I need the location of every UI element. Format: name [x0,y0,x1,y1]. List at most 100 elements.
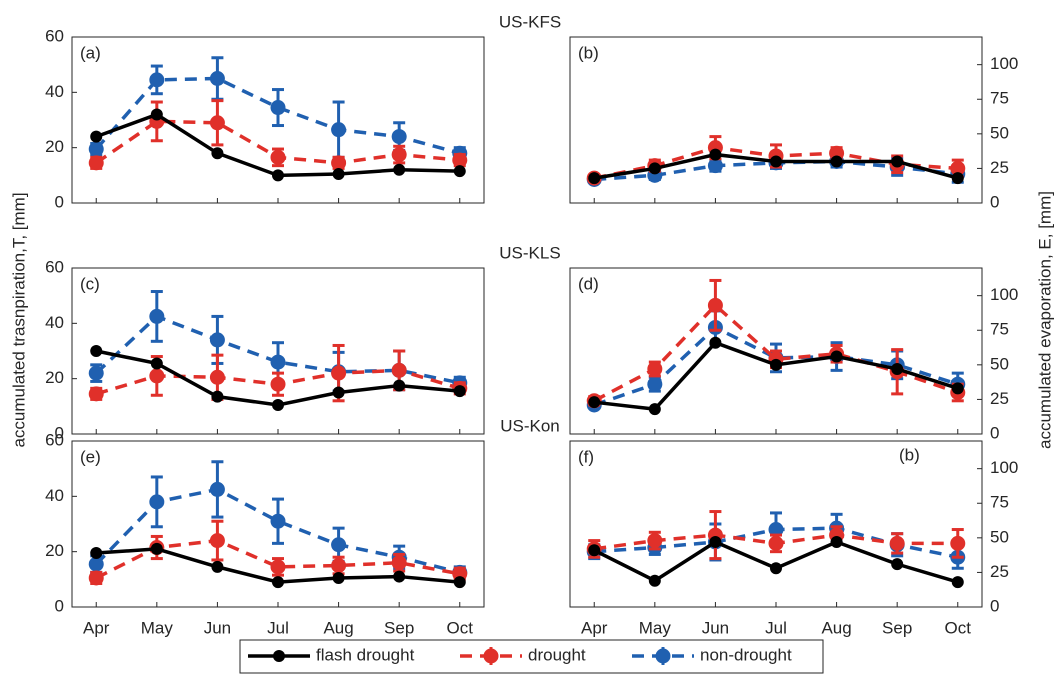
marker [270,376,286,392]
marker [332,386,345,399]
marker [331,558,347,573]
panel-label: (d) [578,274,599,293]
marker [331,122,347,138]
marker [391,147,407,163]
marker [331,155,347,171]
marker [211,390,224,403]
y-tick-label: 20 [45,137,64,156]
marker [950,535,966,551]
marker [90,130,103,143]
marker [393,570,406,583]
marker [88,570,104,586]
y-tick-label: 50 [990,527,1009,546]
marker [830,535,843,548]
panel-label: (b) [578,43,599,62]
marker [647,376,663,392]
marker [270,559,286,575]
marker [709,148,722,161]
marker [150,108,163,121]
marker [88,141,104,157]
marker [209,533,225,549]
y-tick-label: 0 [55,192,64,211]
marker [891,155,904,168]
x-tick-label: Jul [765,618,787,637]
marker [209,71,225,86]
y-tick-label: 0 [990,423,999,442]
marker [332,571,345,584]
x-tick-label: Sep [384,618,414,637]
marker [647,361,663,377]
marker [951,576,964,589]
marker [648,162,661,175]
marker [150,357,163,370]
marker [391,555,407,571]
marker [209,115,225,131]
marker [709,535,722,548]
marker [90,547,103,560]
marker [88,386,104,402]
marker [891,558,904,571]
x-tick-label: Jul [267,618,289,637]
y-tick-label: 75 [990,320,1009,339]
marker [209,332,225,348]
y-tick-label: 20 [45,368,64,387]
legend-marker [483,648,499,664]
marker [211,560,224,573]
marker [149,308,165,324]
row-title: US-KLS [499,243,560,262]
x-tick-label: Apr [581,618,608,637]
y-tick-label: 100 [990,458,1018,477]
marker [88,155,104,171]
marker [150,542,163,555]
marker [588,396,601,409]
legend-marker [655,648,671,664]
marker [889,535,905,551]
y-tick-label: 50 [990,123,1009,142]
marker [88,556,104,572]
panel-label: (f) [578,447,594,466]
marker [770,155,782,168]
y-tick-label: 0 [55,423,64,442]
marker [209,481,225,497]
marker [391,129,407,145]
y-tick-label: 75 [990,493,1009,512]
marker [453,385,466,398]
y-tick-label: 40 [45,82,64,101]
marker [90,345,103,357]
x-tick-label: Oct [447,618,474,637]
marker [707,297,723,313]
marker [830,155,843,168]
y-tick-label: 40 [45,486,64,505]
x-tick-label: May [639,618,672,637]
y-tick-label: 60 [45,430,64,449]
marker [950,160,966,176]
marker [270,513,286,529]
y-tick-label: 50 [990,354,1009,373]
y-tick-label: 0 [990,596,999,615]
marker [951,382,964,395]
annotation: (b) [899,445,920,464]
marker [272,398,284,411]
marker [648,403,661,416]
y-tick-label: 0 [55,596,64,615]
x-tick-label: Sep [882,618,912,637]
marker [588,172,601,185]
y-tick-label: 25 [990,562,1009,581]
y-tick-label: 75 [990,89,1009,108]
marker [331,537,347,553]
x-tick-label: Aug [323,618,353,637]
marker [393,163,406,176]
marker [149,72,165,88]
panel-label: (a) [80,43,101,62]
marker [211,147,224,160]
x-tick-label: May [141,618,174,637]
marker [588,544,601,557]
marker [951,172,964,185]
marker [270,100,286,116]
marker [453,576,466,589]
marker [88,365,104,381]
y-axis-label: accumulated evaporation, E, [mm] [1035,191,1054,449]
marker [270,354,286,370]
y-tick-label: 25 [990,158,1009,177]
marker [149,494,165,510]
